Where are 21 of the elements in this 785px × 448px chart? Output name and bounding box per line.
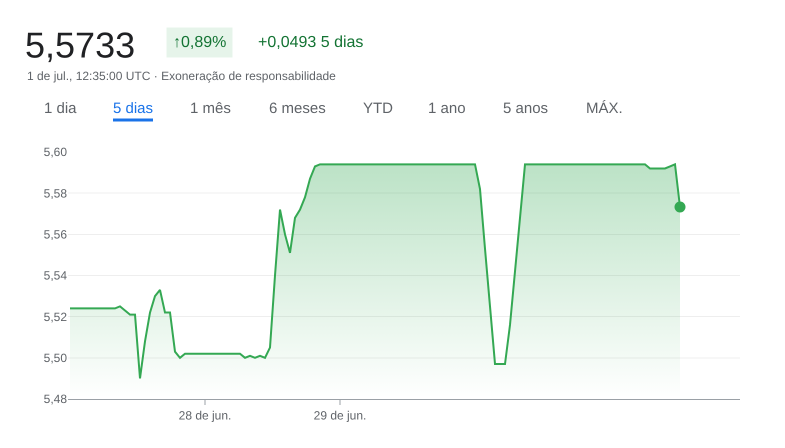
text: 5 dias [113,100,154,117]
text: +0,0493 5 dias [258,34,364,51]
x-tick-label: 29 de jun. [314,408,366,422]
text: YTD [363,100,394,117]
y-tick-label: 5,60 [44,145,68,160]
chart-title: 5,5733 [25,24,136,66]
text: ↑0,89% [173,34,226,51]
text: MÁX. [586,99,623,117]
y-tick-label: 5,50 [44,351,68,366]
chart-subtitle: 1 de jul., 12:35:00 UTC · Exoneração de responsabilidade [27,69,336,83]
text: 1 mês [190,100,231,117]
text: 1 ano [428,100,466,117]
x-tick-label: 28 de jun. [178,408,232,422]
y-tick-label: 5,58 [44,186,68,200]
text: 5 anos [503,100,548,117]
text: 6 meses [269,100,326,117]
y-tick-label: 5,52 [44,310,68,324]
y-tick-label: 5,56 [44,228,68,242]
y-tick-label: 5,48 [44,392,68,406]
y-tick-label: 5,54 [44,268,68,283]
text: 1 dia [44,100,78,117]
